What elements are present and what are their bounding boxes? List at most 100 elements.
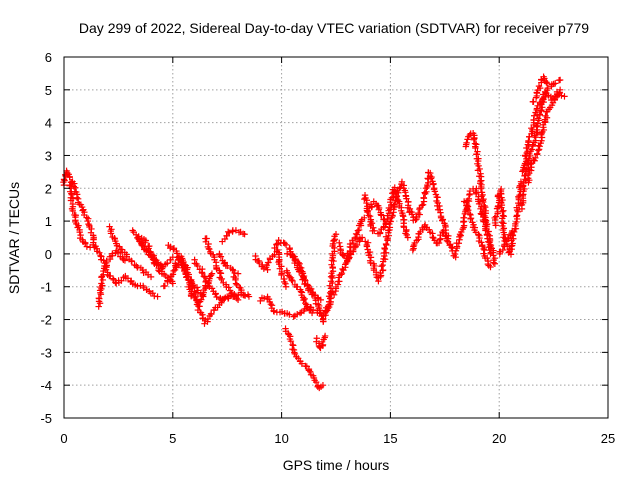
data-point <box>532 154 539 162</box>
data-point <box>66 174 73 181</box>
y-tick-label: 0 <box>45 247 52 262</box>
x-tick-label: 10 <box>274 431 288 446</box>
data-point <box>109 250 116 257</box>
data-point <box>336 239 343 247</box>
y-tick-label: -1 <box>40 280 52 295</box>
data-point <box>370 224 377 231</box>
data-point <box>98 280 105 287</box>
data-point <box>375 277 382 285</box>
y-tick-label: 3 <box>45 148 52 163</box>
data-point <box>422 184 430 192</box>
data-point <box>478 239 485 246</box>
data-point <box>161 282 169 290</box>
data-point <box>367 254 375 261</box>
data-point <box>260 295 268 302</box>
data-point <box>346 240 354 248</box>
data-point <box>509 240 516 247</box>
data-point <box>472 144 479 152</box>
data-point <box>217 270 225 277</box>
data-point <box>306 306 313 313</box>
data-point <box>350 247 357 255</box>
data-point <box>361 214 368 222</box>
data-point <box>508 243 515 250</box>
data-point <box>429 234 436 241</box>
data-point <box>103 257 110 265</box>
data-point <box>267 300 275 308</box>
data-point <box>418 202 426 209</box>
data-point <box>491 260 499 267</box>
data-point <box>525 137 532 145</box>
data-point <box>166 277 174 284</box>
data-point <box>321 332 329 340</box>
data-point <box>485 244 492 251</box>
data-point <box>270 308 278 315</box>
data-point <box>85 220 92 228</box>
data-point <box>538 98 546 105</box>
data-point <box>170 267 177 275</box>
data-point <box>556 86 564 94</box>
data-point <box>221 259 228 266</box>
data-point <box>353 231 361 238</box>
data-point <box>294 311 301 318</box>
data-point <box>358 234 366 241</box>
data-point <box>475 231 482 238</box>
data-point <box>513 218 520 226</box>
data-point <box>86 244 94 251</box>
data-point <box>499 212 507 219</box>
data-point <box>481 202 488 210</box>
data-point <box>530 112 538 119</box>
data-point <box>231 269 238 277</box>
data-point <box>217 253 225 260</box>
data-point <box>452 253 459 261</box>
data-point <box>142 238 149 246</box>
data-point <box>245 293 253 300</box>
data-point <box>154 293 161 300</box>
data-point <box>543 80 551 87</box>
data-point <box>207 310 215 317</box>
data-point <box>114 249 122 257</box>
data-point <box>76 228 83 236</box>
data-point <box>67 197 75 204</box>
data-point <box>230 273 237 281</box>
x-tick-label: 15 <box>383 431 397 446</box>
data-point <box>507 251 515 258</box>
data-point <box>286 273 293 280</box>
data-point <box>365 212 372 219</box>
data-point <box>410 243 417 250</box>
data-point <box>289 277 296 285</box>
data-point <box>363 199 370 207</box>
y-tick-label: 1 <box>45 214 52 229</box>
data-point <box>224 262 231 270</box>
data-point <box>319 381 327 389</box>
y-axis-label: SDTVAR / TECUs <box>6 182 22 294</box>
data-point <box>319 341 327 348</box>
data-point <box>434 194 441 201</box>
data-point <box>308 309 316 317</box>
y-axis-ticks: -5 -4 -3 -2 -1 0 1 2 3 4 5 6 <box>40 50 608 426</box>
data-point <box>306 368 314 375</box>
y-tick-label: -3 <box>40 345 52 360</box>
data-point <box>107 272 114 280</box>
data-point <box>466 210 473 218</box>
data-point <box>356 238 363 245</box>
data-point <box>395 189 402 196</box>
data-point <box>139 266 146 274</box>
data-point <box>317 296 324 304</box>
data-point <box>332 231 340 238</box>
data-point <box>271 244 278 252</box>
data-point <box>349 239 357 247</box>
data-point <box>84 217 91 225</box>
data-point <box>212 290 219 297</box>
data-point <box>121 257 129 264</box>
y-tick-label: -5 <box>40 411 52 426</box>
data-point <box>530 98 537 105</box>
data-point <box>291 349 298 356</box>
data-point <box>324 305 332 312</box>
data-point <box>304 282 312 289</box>
data-point <box>274 240 282 247</box>
data-point <box>501 241 508 248</box>
data-point <box>213 293 220 301</box>
data-point <box>296 309 304 317</box>
data-point <box>345 255 352 262</box>
